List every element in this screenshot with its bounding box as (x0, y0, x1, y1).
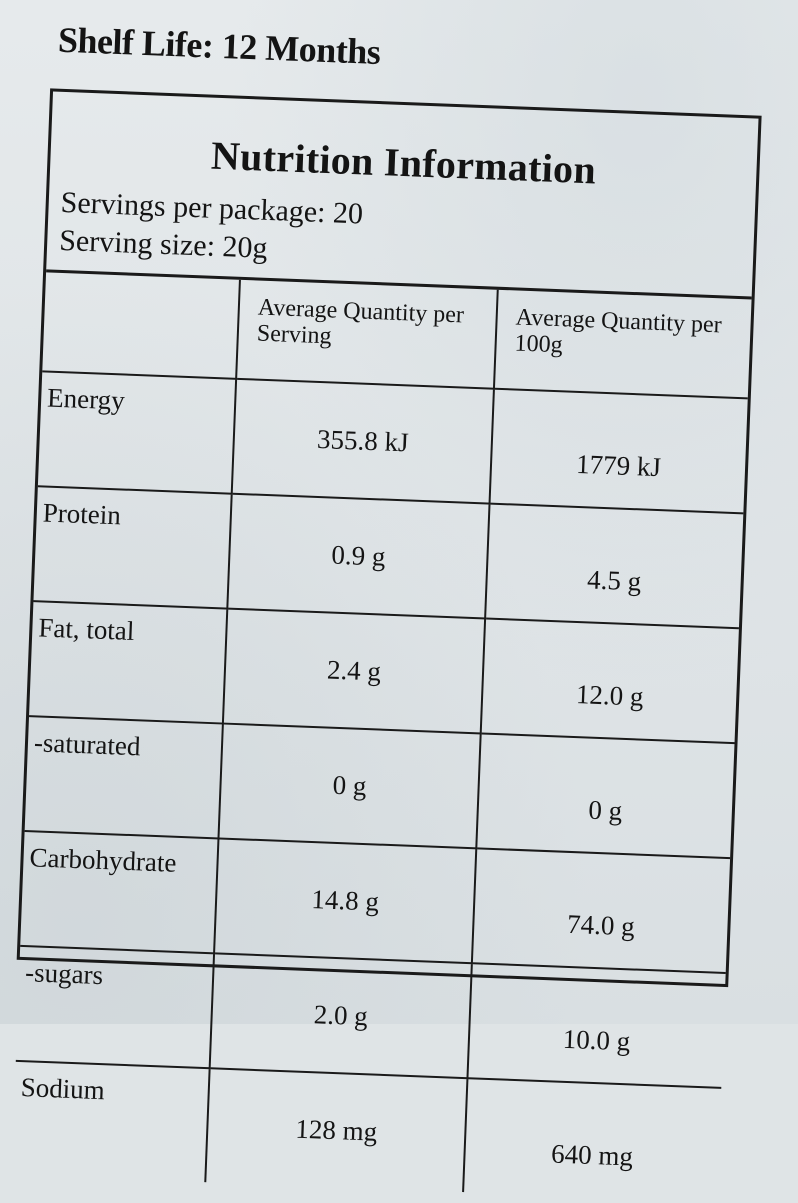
nutrition-panel-header: Nutrition Information Servings per packa… (46, 91, 759, 300)
nutrient-name: Fat, total (29, 601, 228, 724)
label-photo: Shelf Life: 12 Months Nutrition Informat… (11, 19, 762, 1202)
nutrient-name: -sugars (15, 945, 215, 1069)
nutrition-table: Average Quantity per Serving Average Qua… (11, 272, 752, 1202)
per-100g-value: 12.0 g (480, 618, 739, 744)
per-serving-value: 2.4 g (222, 608, 486, 734)
shelf-life-text: Shelf Life: 12 Months (57, 19, 382, 73)
per-100g-value: 640 mg (463, 1078, 722, 1202)
per-serving-value: 355.8 kJ (231, 378, 494, 504)
nutrient-name: Protein (33, 486, 232, 609)
per-serving-value: 128 mg (205, 1068, 468, 1193)
nutrition-panel: Nutrition Information Servings per packa… (11, 88, 762, 1202)
header-per-100g: Average Quantity per 100g (493, 289, 752, 399)
per-100g-value: 10.0 g (467, 963, 726, 1088)
per-100g-value: 0 g (476, 733, 735, 859)
per-serving-value: 2.0 g (209, 953, 472, 1079)
nutrient-name: Sodium (11, 1060, 210, 1183)
per-serving-value: 14.8 g (214, 838, 477, 964)
packaging-background (0, 0, 798, 1024)
header-blank (42, 272, 240, 379)
header-per-serving: Average Quantity per Serving (236, 279, 498, 389)
per-100g-value: 74.0 g (471, 848, 731, 974)
per-serving-value: 0.9 g (227, 493, 490, 619)
nutrient-name: Carbohydrate (20, 830, 219, 954)
per-100g-value: 1779 kJ (489, 388, 748, 514)
servings-info: Servings per package: 20 Serving size: 2… (59, 184, 364, 272)
nutrient-name: -saturated (24, 716, 223, 839)
per-serving-value: 0 g (218, 723, 481, 849)
nutrient-name: Energy (37, 371, 237, 494)
per-100g-value: 4.5 g (485, 503, 744, 629)
